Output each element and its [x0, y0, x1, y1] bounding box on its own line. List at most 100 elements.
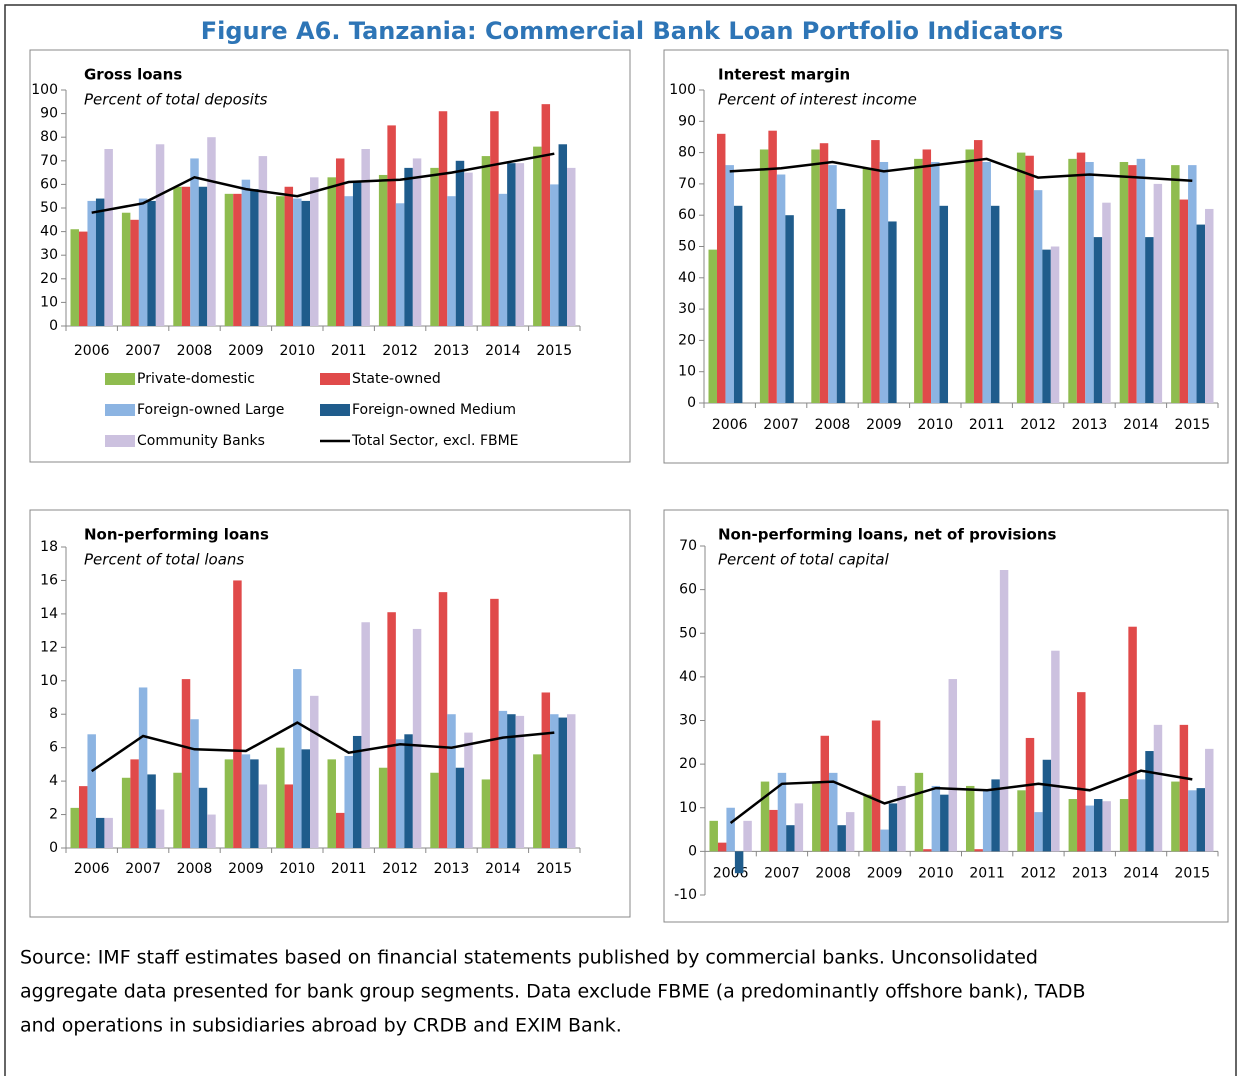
bar — [78, 231, 88, 326]
y-tick-label: 30 — [678, 301, 696, 317]
bar — [768, 130, 777, 403]
figure-title: Figure A6. Tanzania: Commercial Bank Loa… — [201, 17, 1064, 45]
y-tick-label: 6 — [49, 740, 58, 756]
x-tick-label: 2014 — [1123, 417, 1159, 433]
bar — [533, 754, 542, 848]
bar — [173, 186, 182, 326]
y-tick-label: 8 — [49, 706, 58, 722]
bar — [378, 767, 388, 848]
y-tick-label: 10 — [678, 364, 696, 380]
bar — [862, 168, 872, 403]
x-tick-label: 2012 — [382, 343, 418, 359]
y-tick-label: 20 — [678, 332, 696, 348]
bar — [1102, 202, 1111, 403]
bar — [811, 149, 820, 403]
x-tick-label: 2006 — [74, 343, 110, 359]
bar — [258, 784, 268, 848]
chart-title: Gross loans — [84, 66, 182, 84]
bar — [250, 189, 259, 326]
y-tick-label: 10 — [40, 294, 58, 310]
bar — [181, 679, 191, 848]
bar — [335, 812, 345, 848]
bar — [1153, 724, 1163, 852]
bar — [344, 196, 353, 326]
bar — [1188, 790, 1197, 852]
bar — [734, 851, 744, 874]
bar — [481, 779, 491, 848]
bar — [991, 779, 1000, 852]
bar — [931, 161, 940, 403]
bar — [871, 140, 880, 403]
bar — [1102, 801, 1111, 852]
bar — [1042, 759, 1052, 852]
bar — [1076, 152, 1086, 403]
y-tick-label: 4 — [49, 773, 58, 789]
y-tick-label: 30 — [679, 713, 697, 729]
bar — [1128, 626, 1137, 852]
y-tick-label: 0 — [49, 318, 58, 334]
bar — [829, 772, 838, 852]
bar — [1085, 805, 1094, 852]
bar — [863, 794, 872, 852]
bar — [352, 182, 362, 326]
y-tick-label: 60 — [678, 207, 696, 223]
bar — [982, 790, 992, 852]
x-tick-label: 2015 — [1175, 865, 1211, 881]
bar — [558, 717, 568, 848]
y-tick-label: 10 — [679, 800, 697, 816]
x-tick-label: 2014 — [485, 861, 521, 877]
bar — [1093, 799, 1103, 852]
bar — [914, 772, 924, 852]
x-tick-label: 2009 — [866, 417, 902, 433]
bar — [550, 714, 559, 848]
bar — [464, 732, 473, 848]
bar — [233, 193, 242, 326]
bar — [327, 759, 336, 848]
bar — [888, 803, 898, 852]
bar — [241, 179, 251, 326]
legend-swatch — [320, 404, 350, 416]
y-tick-label: -10 — [674, 887, 697, 903]
bar — [455, 160, 465, 326]
bar — [515, 163, 525, 326]
bar — [284, 784, 294, 848]
bar — [438, 111, 448, 327]
bar — [785, 215, 794, 403]
line-series — [729, 157, 1193, 183]
y-tick-label: 100 — [669, 82, 696, 98]
bar — [284, 186, 294, 326]
y-tick-label: 80 — [40, 129, 58, 145]
bar — [871, 720, 881, 852]
x-tick-label: 2009 — [228, 343, 264, 359]
x-tick-label: 2011 — [969, 417, 1005, 433]
bar — [404, 167, 413, 326]
y-tick-label: 20 — [679, 756, 697, 772]
bar — [965, 149, 974, 403]
bar — [836, 208, 846, 403]
bar — [95, 198, 105, 326]
bar — [147, 774, 156, 848]
x-tick-label: 2013 — [434, 861, 470, 877]
line-series — [729, 769, 1193, 824]
x-tick-label: 2015 — [1174, 417, 1210, 433]
x-tick-label: 2010 — [917, 417, 953, 433]
x-tick-label: 2009 — [867, 865, 903, 881]
bar — [931, 785, 941, 852]
bar — [301, 200, 311, 326]
bar — [1196, 224, 1206, 403]
y-tick-label: 14 — [40, 606, 58, 622]
bar — [1050, 246, 1060, 403]
y-tick-label: 2 — [49, 807, 58, 823]
x-tick-label: 2009 — [228, 861, 264, 877]
y-tick-label: 20 — [40, 271, 58, 287]
bar — [812, 781, 821, 852]
bar — [1145, 237, 1154, 403]
y-tick-label: 30 — [40, 247, 58, 263]
bar — [198, 787, 208, 848]
bar — [541, 692, 551, 848]
bar — [1171, 165, 1180, 403]
bar — [759, 149, 769, 403]
bar — [897, 785, 906, 852]
x-tick-label: 2013 — [1072, 417, 1108, 433]
bar — [155, 809, 165, 848]
